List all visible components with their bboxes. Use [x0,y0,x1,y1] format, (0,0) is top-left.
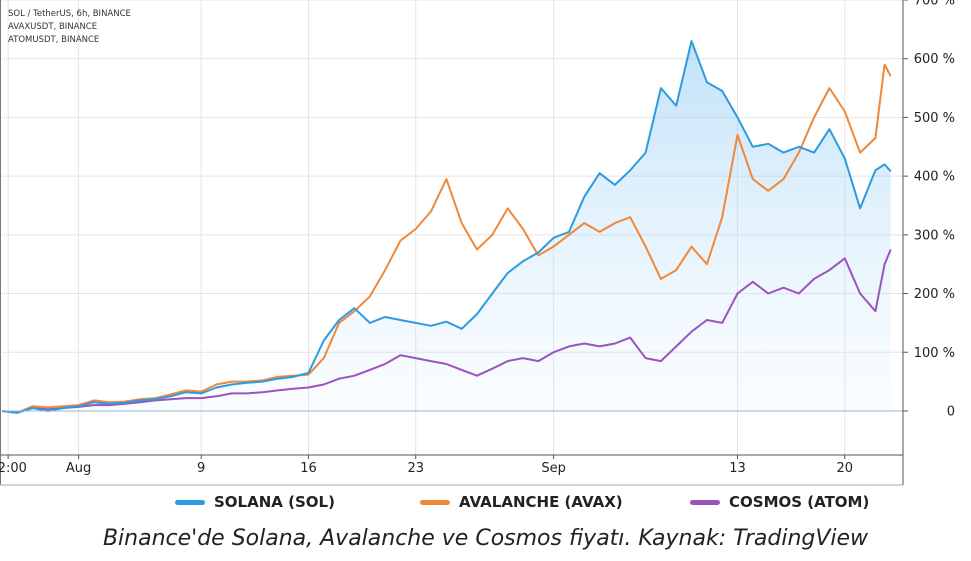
legend-item-avax: AVALANCHE (AVAX) [420,493,623,511]
y-tick-label-2: 500 % [914,111,955,126]
legend-label-avax: AVALANCHE (AVAX) [459,493,623,511]
x-tick-label-3: 16 [300,461,317,476]
x-tick-label-5: Sep [541,461,566,476]
x-tick-label-4: 23 [407,461,424,476]
x-tick-label-6: 13 [729,461,746,476]
y-tick-label-3: 400 % [914,170,955,185]
series-header-sol: SOL / TetherUS, 6h, BINANCE [8,9,131,19]
figure-caption: Binance'de Solana, Avalanche ve Cosmos f… [102,526,869,551]
series-header-atom: ATOMUSDT, BINANCE [8,35,100,45]
legend-item-atom: COSMOS (ATOM) [690,493,869,511]
y-tick-label-7: 0 [947,404,955,419]
x-tick-label-7: 20 [836,461,853,476]
series-area-layer [2,41,891,413]
price-chart: 700 % 600 % 500 % 400 % 300 % 200 % 100 % 0 12:… [0,0,955,486]
y-tick-label-0: 700 % [914,0,955,9]
legend-item-sol: SOLANA (SOL) [175,493,335,511]
x-tick-label-1: Aug [66,461,91,476]
legend-label-atom: COSMOS (ATOM) [729,493,870,511]
y-axis-ticks: 700 % 600 % 500 % 400 % 300 % 200 % 100 % 0 [903,0,955,419]
series-lines-layer [1,40,892,414]
legend-swatch-avax [420,499,450,505]
series-area-0 [2,41,891,413]
legend-swatch-atom [690,499,720,505]
y-tick-label-6: 100 % [914,346,955,361]
x-axis-ticks: 12:00 Aug 9 16 23 Sep 13 20 [0,455,853,476]
series-line-2 [1,249,892,414]
series-header-avax: AVAXUSDT, BINANCE [8,22,98,32]
legend-label-sol: SOLANA (SOL) [214,493,335,511]
y-tick-label-4: 300 % [914,228,955,243]
series-line-1 [1,63,892,414]
y-tick-label-1: 600 % [914,52,955,67]
x-tick-label-2: 9 [197,461,205,476]
legend-swatch-sol [175,499,205,505]
y-tick-label-5: 200 % [914,287,955,302]
chart-axes [0,0,904,486]
x-tick-label-0: 12:00 [0,461,27,476]
series-line-0 [1,40,892,414]
